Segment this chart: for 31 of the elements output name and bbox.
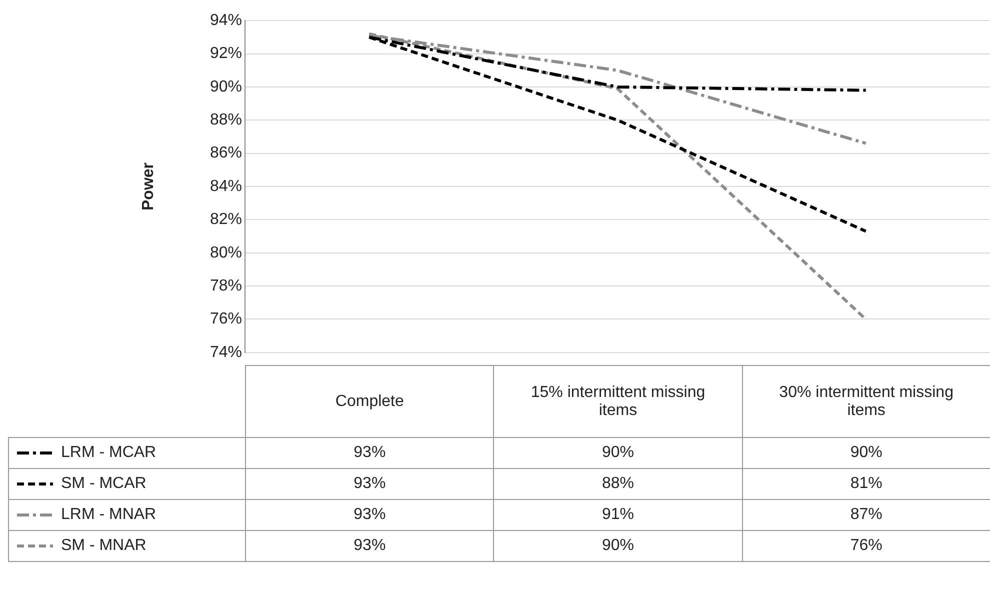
legend-label: SM - MCAR	[8, 468, 246, 500]
y-tick-label: 84%	[210, 178, 242, 195]
data-label: 90%	[494, 438, 742, 468]
data-label: 90%	[494, 530, 742, 562]
legend-label: SM - MNAR	[8, 530, 246, 562]
data-label: 91%	[494, 500, 742, 530]
data-label: 88%	[494, 468, 742, 500]
data-label: 93%	[246, 500, 494, 530]
y-tick-label: 92%	[210, 45, 242, 62]
y-tick-label: 88%	[210, 112, 242, 129]
y-tick-label: 74%	[210, 344, 242, 361]
data-label: 76%	[742, 530, 990, 562]
data-label: 90%	[742, 438, 990, 468]
legend-label: LRM - MNAR	[8, 500, 246, 530]
data-label: 81%	[742, 468, 990, 500]
data-label: 93%	[246, 468, 494, 500]
y-tick-label: 90%	[210, 78, 242, 96]
y-tick-label: 78%	[210, 277, 242, 294]
x-tick-label: 15% intermittent missing items	[494, 366, 742, 438]
y-tick-label: 94%	[210, 12, 242, 30]
y-axis-title: Power	[140, 162, 158, 211]
data-label: 93%	[246, 530, 494, 562]
data-label: 93%	[246, 438, 494, 468]
x-tick-label: Complete	[246, 366, 494, 438]
y-tick-label: 76%	[210, 310, 242, 328]
legend-label: LRM - MCAR	[8, 438, 246, 468]
y-tick-label: 80%	[210, 244, 242, 262]
y-tick-label: 82%	[210, 211, 242, 228]
y-tick-label: 86%	[210, 144, 242, 162]
x-tick-label: 30% intermittent missing items	[742, 366, 990, 438]
data-label: 87%	[742, 500, 990, 530]
